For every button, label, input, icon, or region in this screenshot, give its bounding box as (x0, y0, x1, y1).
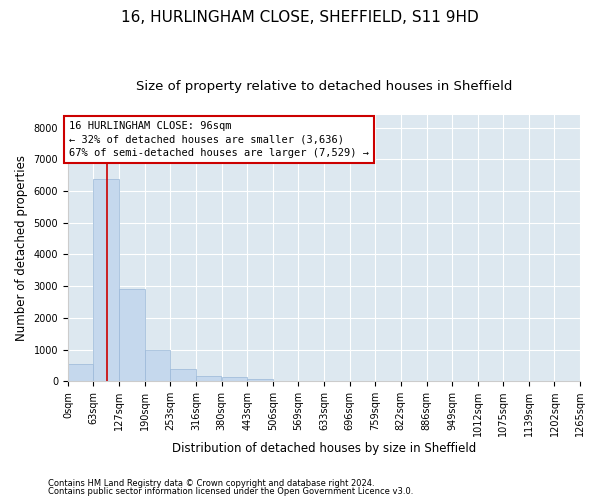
Text: Contains public sector information licensed under the Open Government Licence v3: Contains public sector information licen… (48, 487, 413, 496)
Bar (119, 290, 145, 381)
Text: 16 HURLINGHAM CLOSE: 96sqm
← 32% of detached houses are smaller (3,636)
67% of s: 16 HURLINGHAM CLOSE: 96sqm ← 32% of deta… (69, 122, 369, 158)
Text: Contains HM Land Registry data © Crown copyright and database right 2024.: Contains HM Land Registry data © Crown c… (48, 478, 374, 488)
X-axis label: Distribution of detached houses by size in Sheffield: Distribution of detached houses by size … (172, 442, 476, 455)
Text: 16, HURLINGHAM CLOSE, SHEFFIELD, S11 9HD: 16, HURLINGHAM CLOSE, SHEFFIELD, S11 9HD (121, 10, 479, 25)
Bar (196, 376, 221, 381)
Bar (222, 378, 247, 381)
Bar (68, 364, 94, 381)
Bar (170, 369, 196, 381)
Bar (247, 378, 273, 381)
Title: Size of property relative to detached houses in Sheffield: Size of property relative to detached ho… (136, 80, 512, 93)
Y-axis label: Number of detached properties: Number of detached properties (15, 155, 28, 341)
Bar (145, 350, 170, 381)
Bar (94, 179, 119, 381)
